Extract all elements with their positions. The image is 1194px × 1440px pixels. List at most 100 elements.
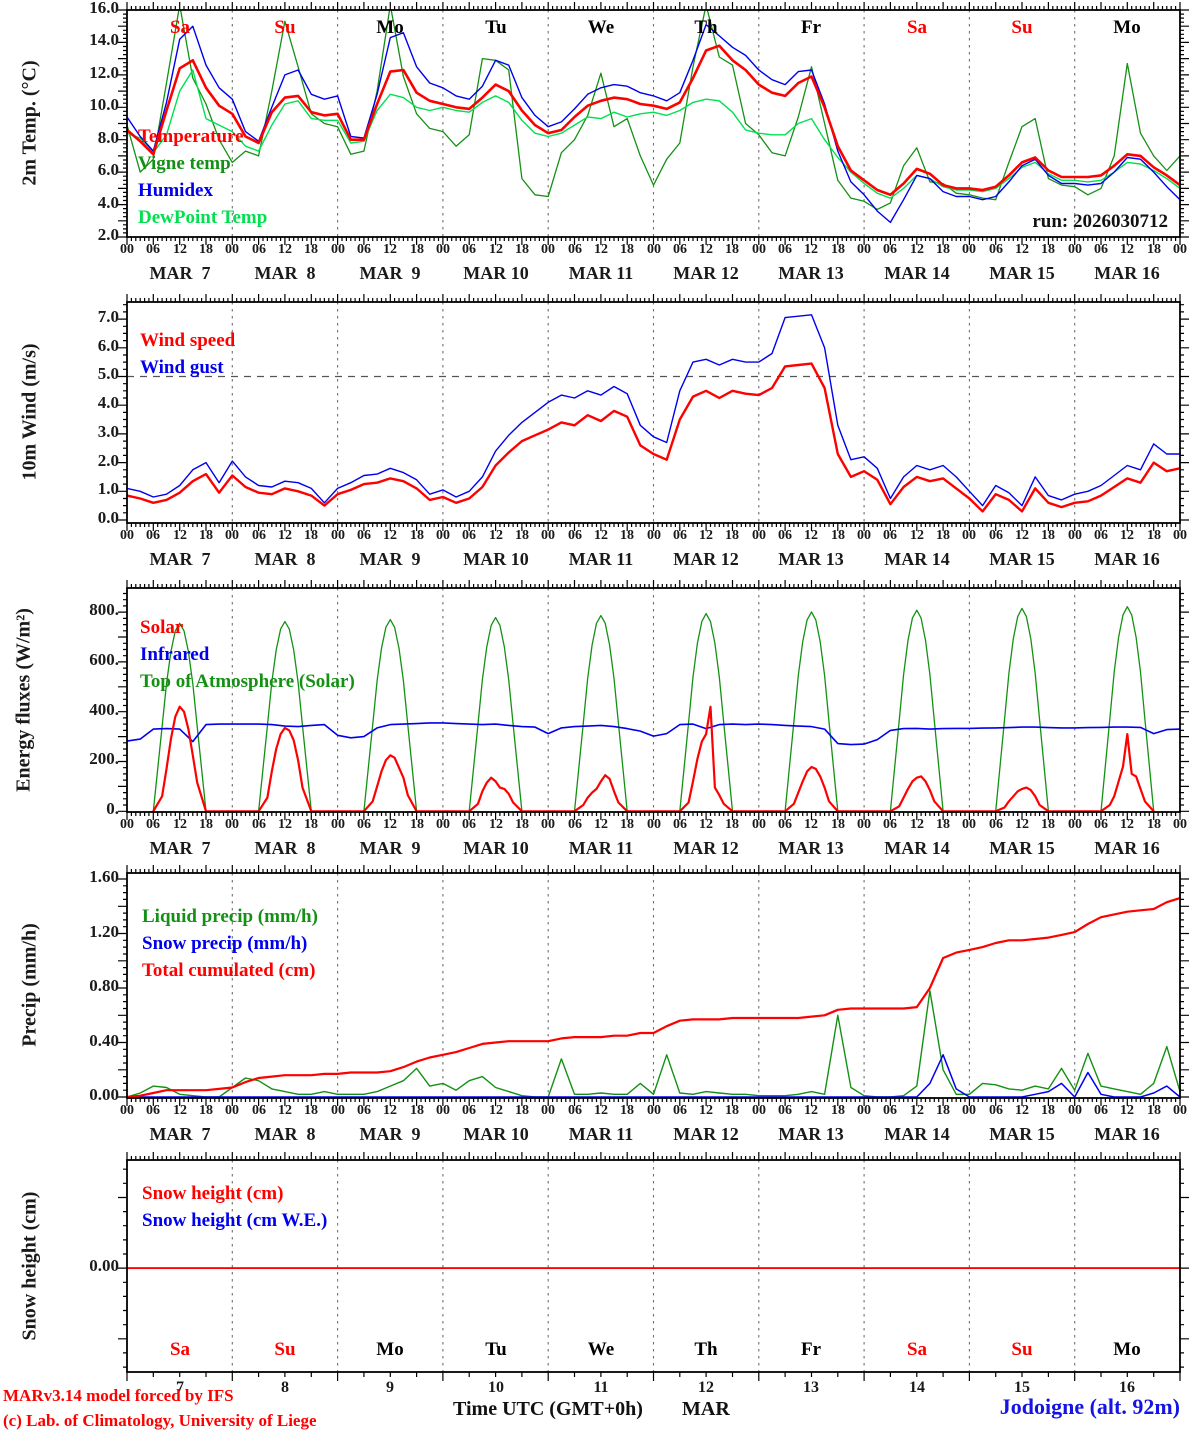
y-tick-label: 3.0 (97, 422, 119, 441)
date-label: MAR 16 (1094, 1124, 1160, 1144)
hour-tick-label: 06 (252, 817, 266, 832)
run-label: run: 2026030712 (1032, 211, 1168, 232)
hour-tick-label: 12 (594, 1103, 608, 1118)
hour-tick-label: 00 (331, 1103, 345, 1118)
y-tick-label: 6.0 (97, 336, 119, 355)
hour-tick-label: 06 (568, 528, 582, 543)
hour-tick-label: 18 (199, 528, 213, 543)
y-axis-title-wind: 10m Wind (m/s) (18, 343, 41, 481)
hour-tick-label: 06 (252, 242, 266, 257)
y-tick-label: 800. (89, 600, 119, 619)
y-tick-label: 0.00 (89, 1085, 119, 1104)
vigne-temp-line (127, 10, 1180, 211)
date-label: MAR 14 (884, 1124, 950, 1144)
hour-tick-label: 00 (436, 242, 450, 257)
hour-tick-label: 18 (831, 1103, 845, 1118)
day-name-label: Sa (906, 17, 928, 38)
date-label: MAR 13 (778, 549, 844, 569)
station-label: Jodoigne (alt. 92m) (999, 1394, 1180, 1419)
y-tick-label: 1.0 (97, 479, 119, 498)
hour-tick-label: 00 (1173, 1103, 1187, 1118)
hour-tick-label: 18 (304, 528, 318, 543)
hour-tick-label: 00 (1068, 1103, 1082, 1118)
hour-tick-label: 12 (383, 817, 397, 832)
hour-tick-label: 18 (936, 1103, 950, 1118)
hour-tick-label: 06 (252, 1103, 266, 1118)
hour-tick-label: 06 (462, 817, 476, 832)
day-name-label: Su (1011, 17, 1033, 38)
date-label: MAR 11 (568, 549, 634, 569)
hour-tick-label: 00 (962, 242, 976, 257)
hour-tick-label: 00 (962, 817, 976, 832)
hour-tick-label: 06 (778, 817, 792, 832)
hour-tick-label: 06 (252, 528, 266, 543)
hour-tick-label: 12 (489, 1103, 503, 1118)
hour-tick-label: 12 (489, 242, 503, 257)
hour-tick-label: 18 (515, 242, 529, 257)
y-tick-label: 14.0 (89, 30, 119, 49)
hour-tick-label: 00 (541, 242, 555, 257)
hour-tick-label: 06 (1094, 528, 1108, 543)
hour-tick-label: 00 (120, 528, 134, 543)
hour-tick-label: 18 (831, 528, 845, 543)
day-name-label: Tu (485, 1339, 507, 1360)
legend-top-of-atmosphere-solar-: Top of Atmosphere (Solar) (140, 671, 355, 692)
y-tick-label: 1.20 (89, 922, 119, 941)
hour-tick-label: 18 (1147, 817, 1161, 832)
hour-tick-label: 06 (673, 817, 687, 832)
date-label: MAR 8 (254, 838, 316, 858)
date-label: MAR 7 (149, 838, 211, 858)
date-label: MAR 11 (568, 1124, 634, 1144)
hour-tick-label: 06 (462, 528, 476, 543)
date-label: MAR 10 (463, 263, 529, 283)
date-label: MAR 9 (359, 549, 421, 569)
hour-tick-label: 06 (462, 242, 476, 257)
day-name-label: Tu (485, 17, 507, 38)
hour-tick-label: 12 (383, 528, 397, 543)
hour-tick-label: 12 (699, 242, 713, 257)
hour-tick-label: 12 (699, 817, 713, 832)
date-label: MAR 14 (884, 263, 950, 283)
hour-tick-label: 18 (1147, 242, 1161, 257)
hour-tick-label: 06 (673, 242, 687, 257)
hour-tick-label: 00 (647, 817, 661, 832)
hour-tick-label: 18 (831, 817, 845, 832)
legend-wind-gust: Wind gust (140, 357, 224, 378)
hour-tick-label: 12 (278, 1103, 292, 1118)
y-tick-label: 0.40 (89, 1031, 119, 1050)
hour-tick-label: 12 (278, 242, 292, 257)
hour-tick-label: 18 (1041, 528, 1055, 543)
y-tick-label: 12.0 (89, 63, 119, 82)
hour-tick-label: 00 (436, 528, 450, 543)
legend-snow-precip-mm-h-: Snow precip (mm/h) (142, 933, 308, 954)
hour-tick-label: 06 (568, 817, 582, 832)
hour-tick-label: 06 (146, 242, 160, 257)
day-name-label: Sa (169, 17, 191, 38)
hour-tick-label: 12 (1120, 817, 1134, 832)
date-label: MAR 11 (568, 838, 634, 858)
dewpoint-temp-line (127, 69, 1180, 199)
y-tick-label: 10.0 (89, 95, 119, 114)
date-label: MAR 13 (778, 838, 844, 858)
hour-tick-label: 18 (620, 528, 634, 543)
legend-snow-height-cm-: Snow height (cm) (142, 1183, 284, 1204)
hour-tick-label: 12 (804, 528, 818, 543)
hour-tick-label: 06 (1094, 817, 1108, 832)
hour-tick-label: 00 (331, 528, 345, 543)
hour-tick-label: 00 (647, 528, 661, 543)
model-credit-line1: MARv3.14 model forced by IFS (3, 1386, 234, 1405)
legend-temperature: Temperature (138, 126, 244, 147)
date-label: MAR 14 (884, 838, 950, 858)
hour-tick-label: 06 (146, 817, 160, 832)
x-axis-title: Time UTC (GMT+0h) (453, 1398, 643, 1420)
y-tick-label: 4.0 (97, 393, 119, 412)
hour-tick-label: 00 (436, 817, 450, 832)
humidex-line (127, 23, 1180, 224)
hour-tick-label: 06 (146, 1103, 160, 1118)
hour-tick-label: 00 (1068, 528, 1082, 543)
y-tick-label: 4.0 (97, 193, 119, 212)
hour-tick-label: 18 (199, 1103, 213, 1118)
y-tick-label: 2.0 (97, 451, 119, 470)
y-axis-title-energy: Energy fluxes (W/m²) (12, 608, 35, 792)
hour-tick-label: 00 (120, 817, 134, 832)
